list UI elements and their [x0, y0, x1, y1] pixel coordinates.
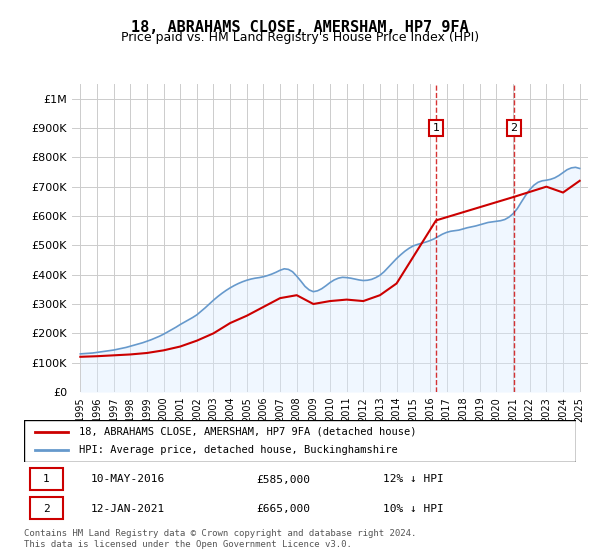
Text: 12-JAN-2021: 12-JAN-2021 [90, 504, 164, 514]
Text: Contains HM Land Registry data © Crown copyright and database right 2024.
This d: Contains HM Land Registry data © Crown c… [24, 529, 416, 549]
Text: 12% ↓ HPI: 12% ↓ HPI [383, 474, 443, 484]
Text: 18, ABRAHAMS CLOSE, AMERSHAM, HP7 9FA: 18, ABRAHAMS CLOSE, AMERSHAM, HP7 9FA [131, 20, 469, 35]
Text: 10-MAY-2016: 10-MAY-2016 [90, 474, 164, 484]
FancyBboxPatch shape [29, 468, 62, 490]
Text: 2: 2 [43, 504, 49, 514]
FancyBboxPatch shape [29, 497, 62, 520]
Text: 10% ↓ HPI: 10% ↓ HPI [383, 504, 443, 514]
Text: £585,000: £585,000 [256, 474, 310, 484]
FancyBboxPatch shape [24, 420, 576, 462]
Text: 1: 1 [43, 474, 49, 484]
Text: 18, ABRAHAMS CLOSE, AMERSHAM, HP7 9FA (detached house): 18, ABRAHAMS CLOSE, AMERSHAM, HP7 9FA (d… [79, 427, 416, 437]
Text: 1: 1 [433, 123, 440, 133]
Text: HPI: Average price, detached house, Buckinghamshire: HPI: Average price, detached house, Buck… [79, 445, 398, 455]
Text: 2: 2 [510, 123, 517, 133]
Text: Price paid vs. HM Land Registry's House Price Index (HPI): Price paid vs. HM Land Registry's House … [121, 31, 479, 44]
Text: £665,000: £665,000 [256, 504, 310, 514]
